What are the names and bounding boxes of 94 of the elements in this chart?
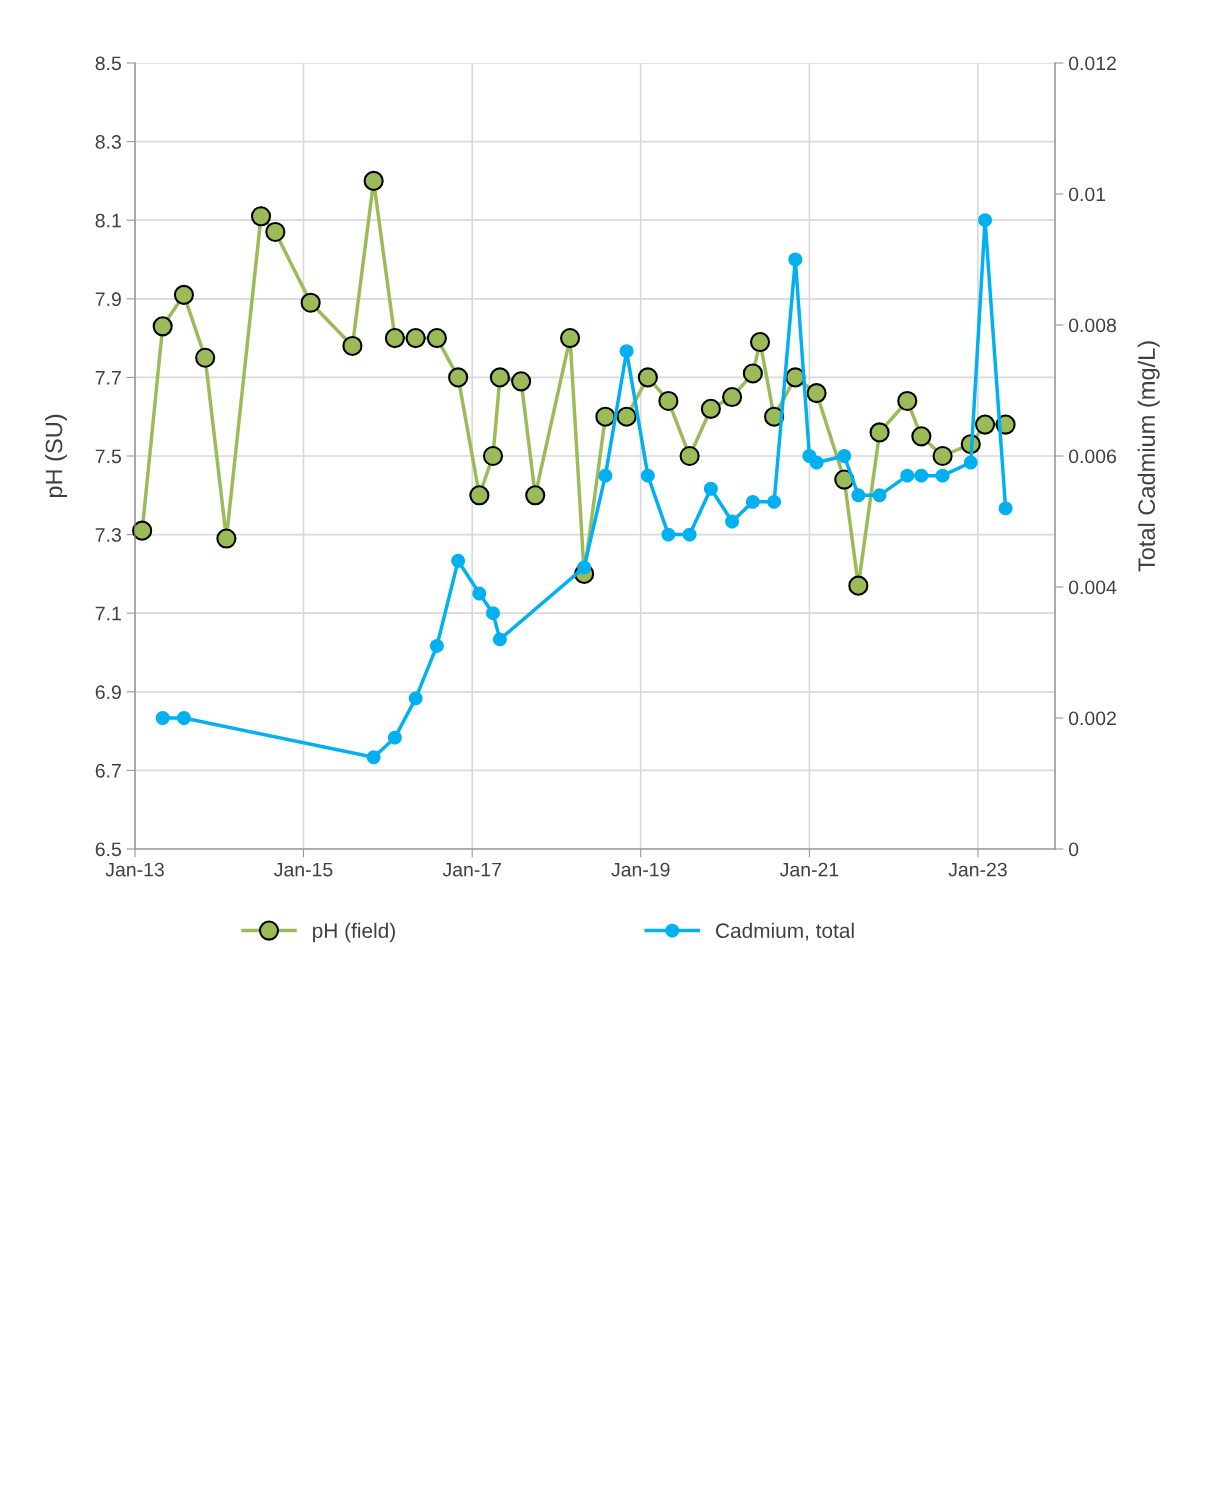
point (155, 711, 170, 725)
point (448, 367, 469, 388)
point (595, 406, 616, 427)
y2-tick-label: 0 (1068, 842, 1079, 857)
point (486, 606, 500, 621)
point (511, 371, 532, 392)
y2-tick-label: 0.002 (1068, 711, 1116, 726)
legend-label: pH (field) (313, 922, 395, 943)
x-tick-label: Jan-23 (948, 862, 1007, 877)
point (700, 398, 721, 419)
y-tick-label: 7.1 (95, 606, 121, 621)
point (173, 284, 194, 305)
y-tick-label: 6.7 (95, 763, 121, 778)
y-tick-label: 6.5 (95, 842, 121, 857)
y2-tick-label: 0.01 (1068, 187, 1106, 202)
point (472, 586, 487, 601)
point (366, 750, 381, 765)
point (869, 422, 890, 443)
point (176, 711, 191, 725)
point (788, 252, 803, 267)
point (616, 406, 637, 427)
y2-tick-label: 0.004 (1068, 580, 1117, 595)
point (426, 328, 447, 349)
point (489, 367, 510, 388)
point (469, 485, 490, 506)
point (745, 494, 760, 509)
x-tick-label: Jan-19 (611, 862, 670, 877)
point (525, 485, 546, 506)
point (640, 468, 655, 483)
point (806, 383, 827, 404)
y-tick-label: 7.3 (95, 528, 121, 542)
point (250, 206, 272, 227)
point (132, 520, 153, 541)
point (978, 213, 993, 228)
point (900, 468, 915, 483)
point (482, 445, 504, 467)
point (598, 468, 613, 483)
y-tick-label: 8.5 (95, 56, 121, 71)
point (848, 575, 869, 596)
point (914, 468, 929, 483)
point (387, 730, 402, 745)
point (679, 445, 700, 467)
point (661, 527, 676, 542)
point (998, 501, 1013, 516)
point (492, 632, 507, 647)
point (872, 488, 887, 503)
y2-axis-title: Total Cadmium (mg/L) (1137, 341, 1160, 572)
y-tick-label: 7.9 (95, 292, 121, 307)
point (619, 344, 634, 359)
point (560, 328, 581, 349)
point (932, 445, 953, 467)
point (405, 328, 426, 349)
point (742, 363, 763, 384)
x-tick-label: Jan-13 (105, 862, 164, 877)
y2-tick-label: 0.008 (1068, 318, 1117, 333)
point (935, 468, 950, 483)
point (851, 488, 866, 503)
point (897, 390, 918, 412)
point (911, 426, 932, 447)
point (408, 691, 423, 706)
point (725, 514, 740, 529)
y-axis-title: pH (SU) (44, 414, 67, 498)
point (265, 221, 286, 243)
point (722, 386, 743, 408)
point (152, 316, 173, 337)
point (703, 481, 718, 496)
point (451, 553, 466, 568)
point (637, 367, 658, 388)
x-tick-label: Jan-21 (780, 862, 839, 877)
y-tick-label: 7.5 (95, 449, 121, 464)
y-tick-label: 8.3 (95, 135, 121, 149)
point (963, 455, 978, 470)
point (216, 528, 237, 549)
y-tick-label: 8.1 (95, 213, 121, 228)
point (749, 331, 771, 353)
point (682, 527, 697, 542)
x-tick-label: Jan-17 (442, 862, 501, 877)
point (429, 639, 444, 653)
point (342, 335, 363, 357)
point (975, 414, 996, 435)
y-tick-label: 7.7 (95, 371, 121, 385)
point (363, 170, 384, 191)
point (809, 455, 824, 470)
point (837, 449, 852, 463)
y-tick-label: 6.9 (95, 685, 121, 700)
point (300, 292, 321, 313)
point (195, 347, 216, 368)
y2-tick-label: 0.006 (1068, 449, 1116, 464)
point (767, 494, 782, 509)
point (384, 328, 405, 349)
x-tick-label: Jan-15 (274, 862, 333, 877)
y2-tick-label: 0.012 (1068, 56, 1116, 71)
point (658, 390, 679, 412)
legend-label: Cadmium, total (716, 922, 854, 941)
